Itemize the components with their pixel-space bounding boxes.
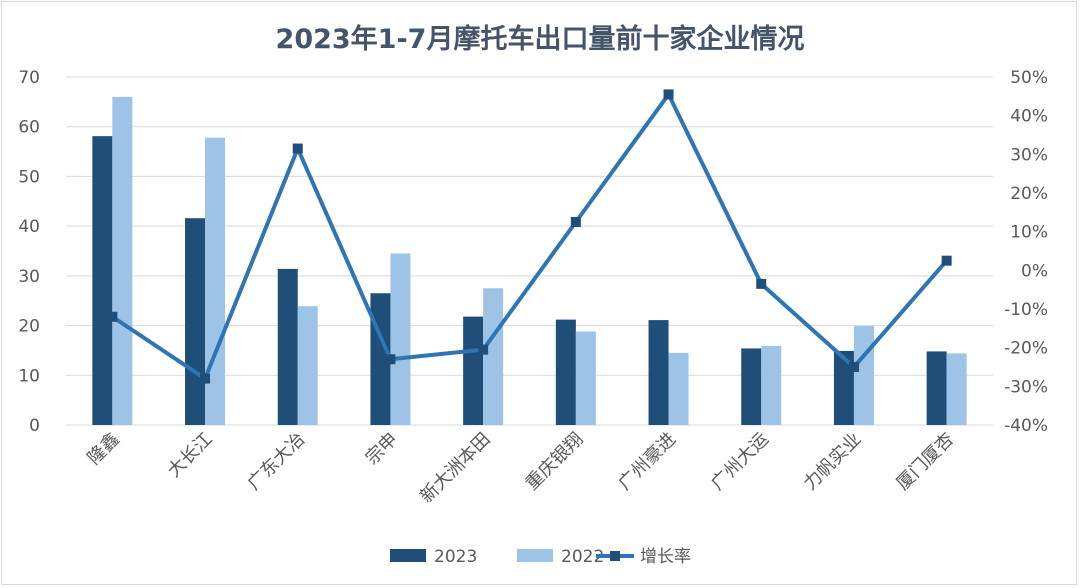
right-tick-label: -40% (1004, 416, 1048, 436)
bar-2023-新大洲本田 (463, 316, 484, 425)
growth-line (107, 89, 952, 384)
right-axis-ticks: -40% -30% -20% -10% 0% 10% 20% 30% 40% 50% (1004, 68, 1048, 436)
left-tick-label: 0 (29, 416, 40, 436)
category-label: 广州大运 (707, 429, 773, 495)
category-label: 隆鑫 (84, 429, 124, 469)
left-tick-label: 60 (18, 118, 40, 138)
growth-line-path (111, 92, 949, 381)
bar-2022-广东大冶 (297, 306, 318, 425)
right-tick-label: -30% (1004, 377, 1048, 397)
bar-2022-力帆实业 (853, 326, 874, 425)
bar-2022-宗申 (390, 253, 411, 425)
bar-2023-广东大冶 (277, 268, 298, 425)
category-label: 大长江 (164, 429, 217, 482)
growth-point-新大洲本田 (478, 344, 489, 355)
left-axis-ticks: 0 10 20 30 40 50 60 70 (18, 68, 40, 436)
growth-point-厦门厦杏 (941, 255, 952, 266)
growth-point-力帆实业 (848, 362, 859, 372)
category-label: 重庆银翔 (522, 429, 588, 495)
left-tick-label: 10 (18, 366, 40, 386)
bar-2023-重庆银翔 (555, 319, 576, 425)
left-tick-label: 70 (18, 68, 40, 88)
category-label: 广东大冶 (244, 429, 310, 495)
bar-2023-隆鑫 (92, 136, 113, 425)
growth-point-广州大运 (756, 278, 767, 289)
bar-2022-隆鑫 (112, 96, 133, 425)
right-tick-label: 50% (1010, 68, 1048, 88)
growth-point-广州豪进 (663, 89, 674, 100)
left-tick-label: 40 (18, 217, 40, 237)
growth-point-隆鑫 (107, 311, 118, 322)
category-label: 广州豪进 (614, 429, 680, 495)
right-tick-label: 0% (1021, 261, 1048, 281)
legend-label: 2022 (561, 547, 604, 567)
category-labels: 隆鑫 大长江 广东大冶 宗申 新大洲本田 重庆银翔 广州豪进 广州大运 力帆实业 厦门厦杏 (84, 429, 959, 507)
legend-label: 2023 (434, 547, 477, 567)
right-tick-label: -20% (1004, 339, 1048, 359)
category-label: 宗申 (362, 429, 402, 469)
legend-swatch-2023 (390, 549, 426, 562)
bar-2023-广州大运 (741, 348, 762, 425)
right-tick-label: -10% (1004, 300, 1048, 320)
bar-2023-大长江 (185, 218, 206, 425)
growth-point-重庆银翔 (570, 217, 581, 227)
growth-point-广东大冶 (292, 143, 303, 154)
bar-2022-广州豪进 (668, 352, 689, 425)
chart-title: 2023年1-7月摩托车出口量前十家企业情况 (276, 23, 805, 55)
category-label: 厦门厦杏 (892, 429, 958, 495)
category-label: 力帆实业 (800, 429, 866, 495)
left-tick-label: 50 (18, 167, 40, 187)
right-tick-label: 30% (1010, 145, 1048, 165)
category-label: 新大洲本田 (416, 429, 494, 507)
right-tick-label: 40% (1010, 107, 1048, 127)
bar-2022-重庆银翔 (575, 331, 596, 425)
bar-2023-广州豪进 (648, 320, 669, 425)
bars (92, 96, 967, 425)
bar-2022-厦门厦杏 (946, 353, 967, 425)
bar-2022-大长江 (205, 137, 226, 425)
left-tick-label: 20 (18, 317, 40, 337)
bar-2022-广州大运 (761, 345, 782, 425)
bar-2022-新大洲本田 (483, 288, 504, 425)
right-tick-label: 20% (1010, 184, 1048, 204)
legend-label: 增长率 (640, 547, 691, 567)
legend-marker-增长率 (610, 551, 620, 561)
legend-swatch-2022 (517, 549, 553, 562)
left-tick-label: 30 (18, 267, 40, 287)
growth-point-宗申 (385, 354, 396, 365)
right-tick-label: 10% (1010, 223, 1048, 243)
legend: 2023 2022 增长率 (390, 547, 691, 567)
growth-point-大长江 (200, 373, 211, 384)
bar-2023-厦门厦杏 (926, 351, 947, 425)
